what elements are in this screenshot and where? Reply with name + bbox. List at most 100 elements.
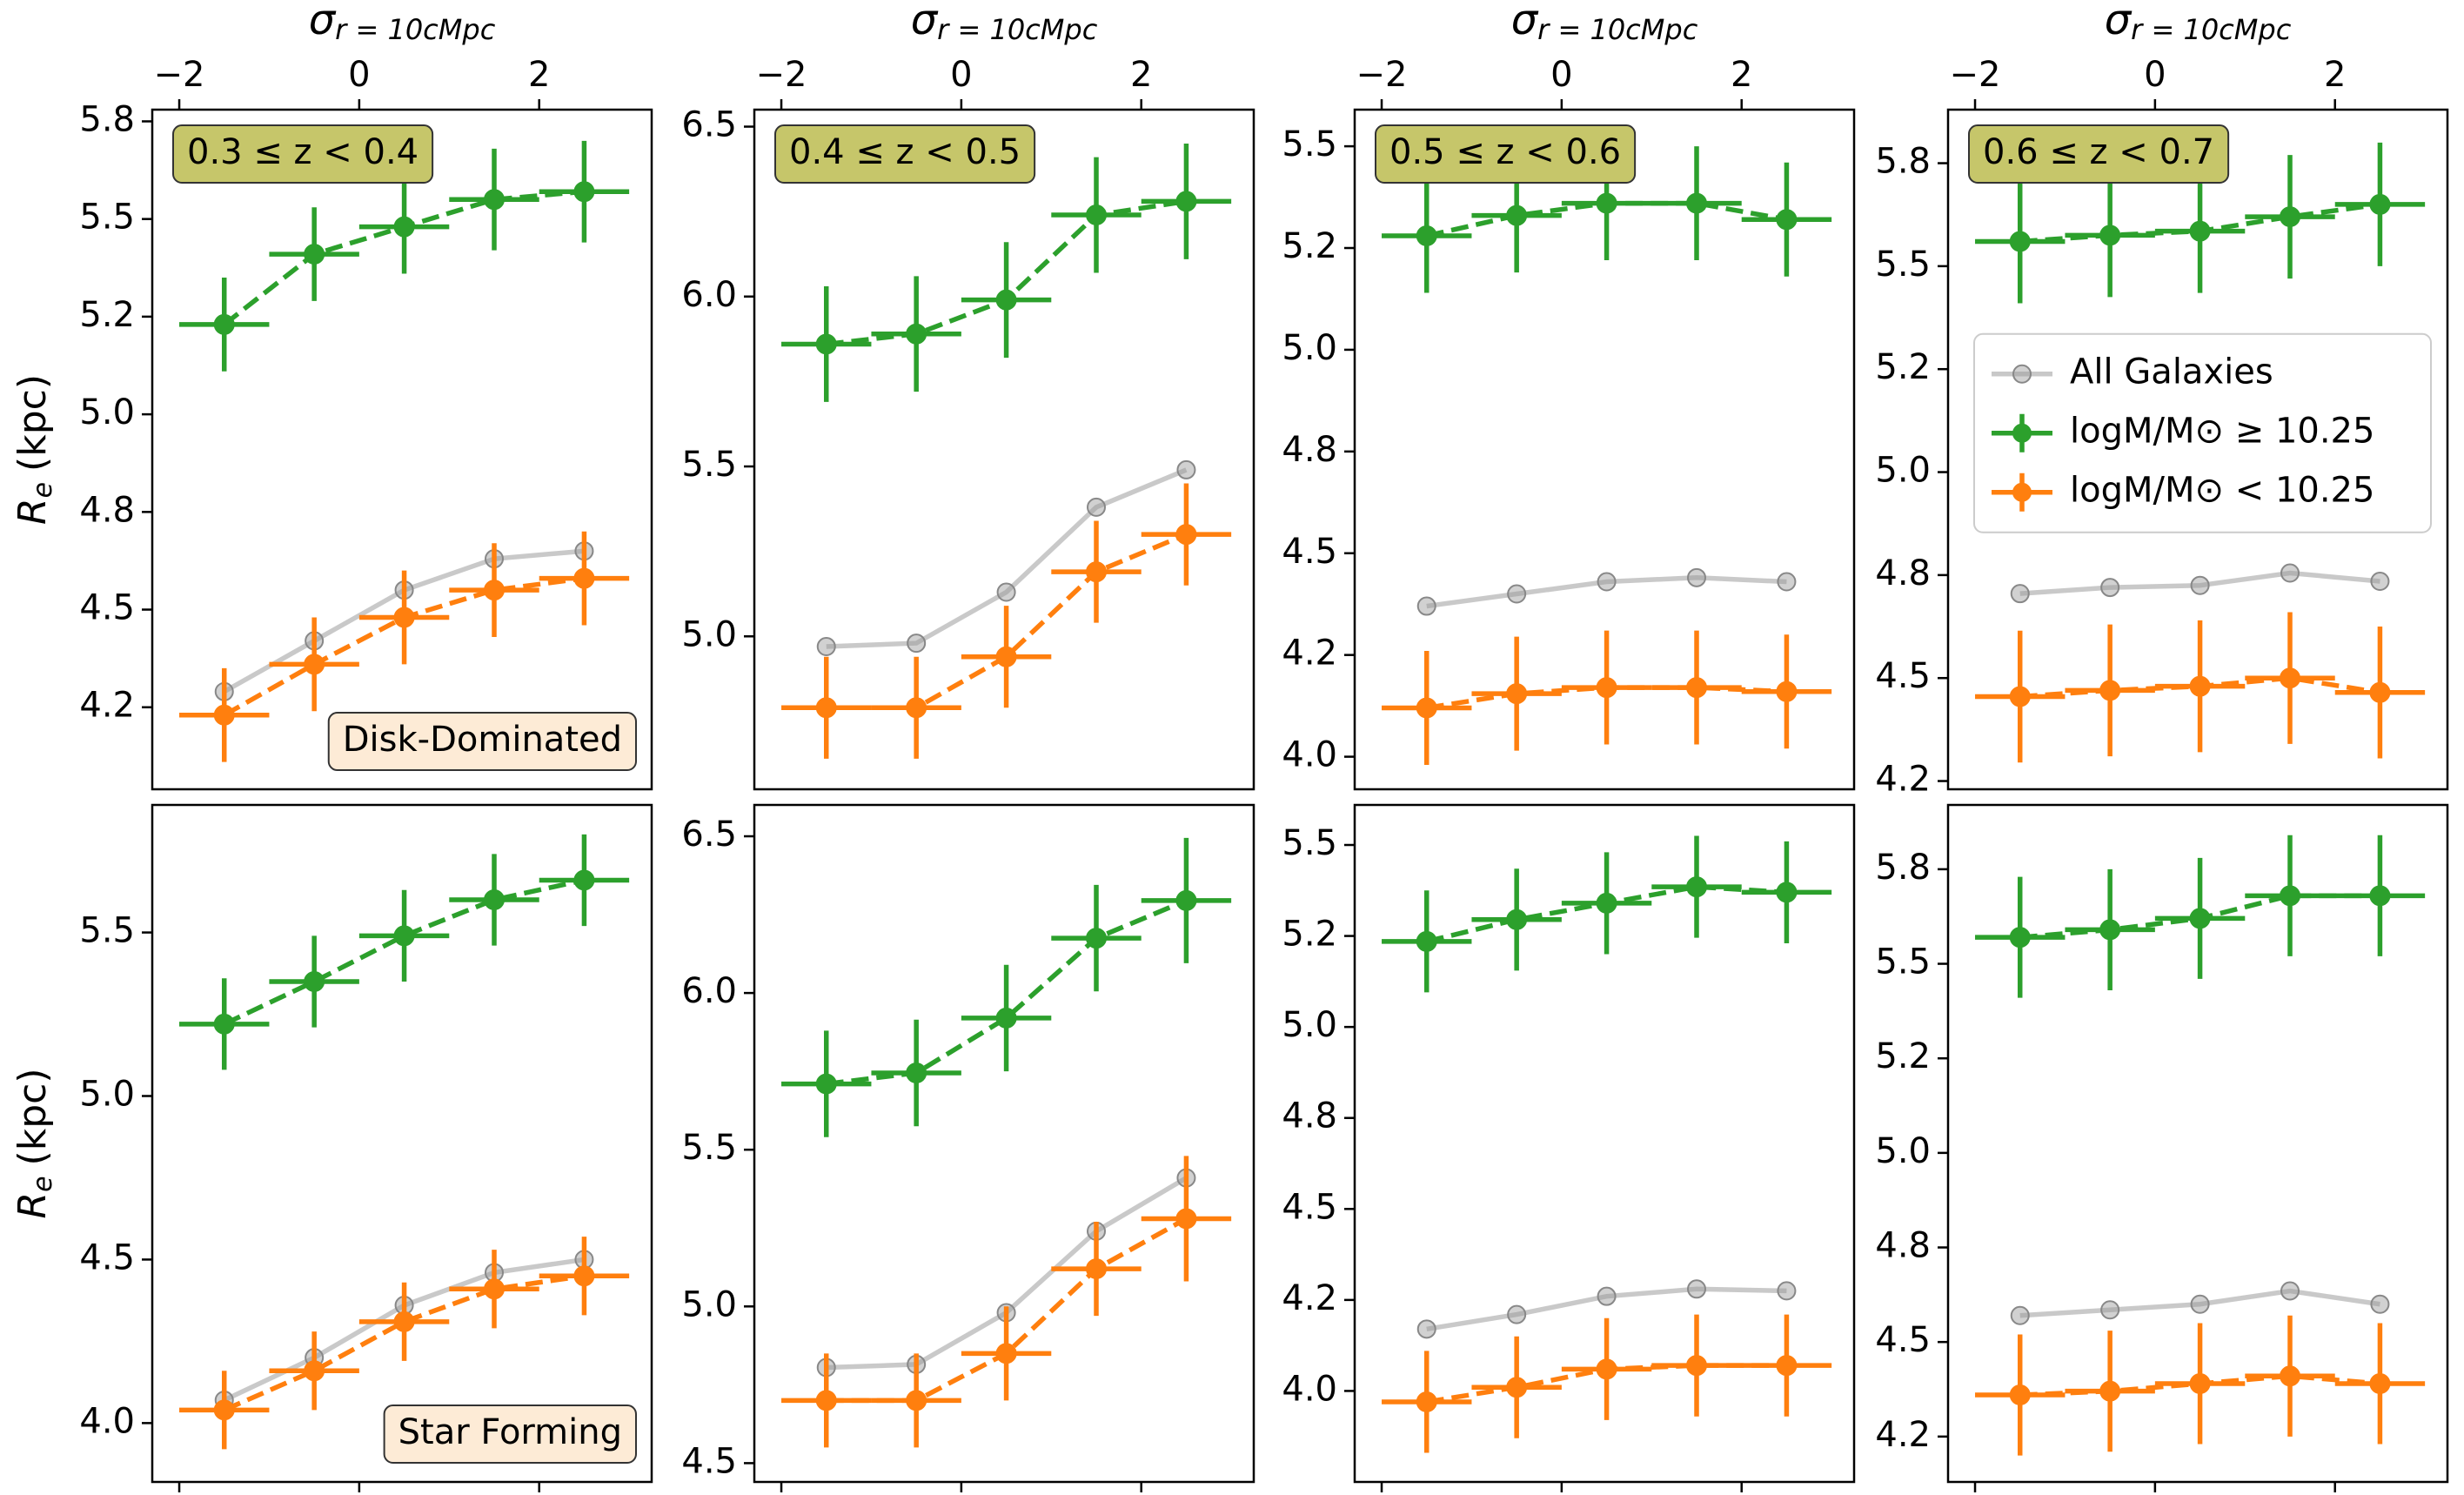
marker <box>2280 1365 2301 1387</box>
y-tick-label: 5.0 <box>1875 451 1931 491</box>
series-line <box>2019 1288 2380 1318</box>
y-tick-label: 4.8 <box>79 490 135 530</box>
y-axis-label: Re (kpc) <box>10 374 58 525</box>
redshift-label-box <box>1968 124 2230 184</box>
y-axis-label: Re (kpc) <box>10 1069 58 1219</box>
y-tick-label: 6.5 <box>681 815 737 855</box>
y-tick-label: 4.2 <box>1875 760 1931 800</box>
marker <box>1175 524 1197 546</box>
marker <box>484 1278 506 1300</box>
marker <box>1175 889 1197 911</box>
series-line <box>1426 575 1787 609</box>
marker <box>1686 192 1708 214</box>
y-tick-label: 4.2 <box>1282 634 1337 674</box>
series-line <box>223 1273 585 1412</box>
marker <box>815 697 837 719</box>
marker <box>996 582 1016 602</box>
x-axis-symbol: σ <box>1511 0 1539 44</box>
y-axis-unit: (kpc) <box>10 374 55 472</box>
y-tick-label: 5.5 <box>681 1128 737 1168</box>
legend-marker <box>2012 423 2032 443</box>
marker <box>2009 686 2031 707</box>
marker <box>2010 1305 2030 1325</box>
marker <box>1506 204 1528 226</box>
marker <box>1507 584 1527 604</box>
y-tick-label: 4.5 <box>1282 1187 1337 1227</box>
x-axis-subscript: r = 10cMpc <box>335 13 496 46</box>
redshift-label: 0.6 ≤ z < 0.7 <box>1983 132 2214 172</box>
marker <box>1086 561 1108 583</box>
marker <box>573 869 595 891</box>
redshift-label: 0.4 ≤ z < 0.5 <box>789 132 1021 172</box>
marker <box>1175 191 1197 212</box>
x-tick-label: −2 <box>1356 55 1408 95</box>
marker <box>393 216 415 238</box>
series-line <box>2019 570 2380 596</box>
y-tick-label: 4.5 <box>79 1237 135 1277</box>
x-axis-label: σr = 10cMpc <box>1511 0 1698 46</box>
marker <box>1776 680 1798 702</box>
y-axis-symbol: R <box>10 498 55 525</box>
y-tick-label: 4.5 <box>79 588 135 628</box>
y-tick-label: 4.8 <box>1875 553 1931 593</box>
x-axis-label: σr = 10cMpc <box>2105 0 2292 46</box>
y-axis-unit: (kpc) <box>10 1069 55 1166</box>
x-tick-label: 2 <box>2324 55 2346 95</box>
marker <box>1506 908 1528 930</box>
marker <box>2370 1294 2390 1314</box>
marker <box>393 925 415 947</box>
marker <box>2189 1372 2211 1394</box>
marker <box>1416 596 1436 616</box>
marker <box>2099 225 2121 246</box>
marker <box>1086 1258 1108 1280</box>
redshift-label-box <box>1375 124 1637 184</box>
y-tick-label: 4.0 <box>79 1401 135 1441</box>
marker <box>1087 497 1107 517</box>
marker <box>1687 1279 1707 1299</box>
y-tick-label: 5.0 <box>1875 1131 1931 1171</box>
x-tick-label: 2 <box>1130 55 1152 95</box>
panel: 4.5 5.0 5.5 6.0 6.5 <box>681 803 1255 1492</box>
panel: 4.2 4.5 4.8 5.0 5.2 5.5 5.8 −2 0 2 σr = 10cMpc Re (k… <box>10 0 653 791</box>
panel: 4.0 4.2 4.5 4.8 5.0 5.2 5.5 <box>1282 803 1856 1492</box>
marker <box>2100 578 2120 598</box>
x-tick-label: −2 <box>1950 55 2001 95</box>
marker <box>2100 1300 2120 1320</box>
redshift-label: 0.5 ≤ z < 0.6 <box>1389 132 1621 172</box>
y-tick-label: 5.0 <box>79 392 135 432</box>
marker <box>1506 1377 1528 1398</box>
y-axis-subscript: e <box>28 482 58 498</box>
marker <box>906 697 927 719</box>
y-tick-label: 5.5 <box>79 198 135 238</box>
x-axis-subscript: r = 10cMpc <box>937 13 1098 46</box>
marker <box>573 1265 595 1287</box>
marker <box>484 580 506 601</box>
marker <box>906 1390 927 1411</box>
y-tick-label: 6.0 <box>681 971 737 1011</box>
marker <box>1777 1281 1797 1301</box>
y-tick-label: 5.0 <box>79 1075 135 1115</box>
marker <box>304 970 325 992</box>
y-tick-label: 6.5 <box>681 105 737 145</box>
marker <box>1596 192 1617 214</box>
marker <box>815 1390 837 1411</box>
marker <box>2189 220 2211 242</box>
marker <box>213 1013 235 1035</box>
x-axis-symbol: σ <box>2105 0 2133 44</box>
marker <box>2369 193 2391 215</box>
x-tick-label: −2 <box>756 55 807 95</box>
marker <box>995 1343 1017 1364</box>
marker <box>1776 1355 1798 1377</box>
y-tick-label: 4.5 <box>681 1441 737 1481</box>
panel: 4.0 4.5 5.0 5.5 Re (kpc) Star Forming <box>10 803 653 1492</box>
marker <box>2099 680 2121 701</box>
marker <box>995 646 1017 667</box>
y-tick-label: 5.0 <box>681 1284 737 1324</box>
x-tick-label: 0 <box>348 55 370 95</box>
y-tick-label: 5.0 <box>681 614 737 654</box>
y-tick-label: 4.5 <box>1282 532 1337 572</box>
marker <box>213 313 235 335</box>
legend-label: All Galaxies <box>2070 352 2273 392</box>
marker <box>213 704 235 726</box>
marker <box>1596 1358 1617 1380</box>
